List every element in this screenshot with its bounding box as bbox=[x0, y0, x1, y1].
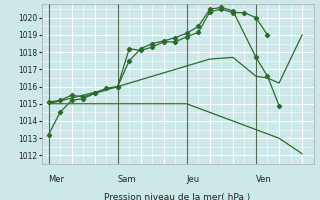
Text: Mer: Mer bbox=[49, 175, 65, 184]
Text: Ven: Ven bbox=[256, 175, 272, 184]
Text: Jeu: Jeu bbox=[187, 175, 200, 184]
Text: Sam: Sam bbox=[118, 175, 136, 184]
Text: Pression niveau de la mer( hPa ): Pression niveau de la mer( hPa ) bbox=[104, 193, 251, 200]
